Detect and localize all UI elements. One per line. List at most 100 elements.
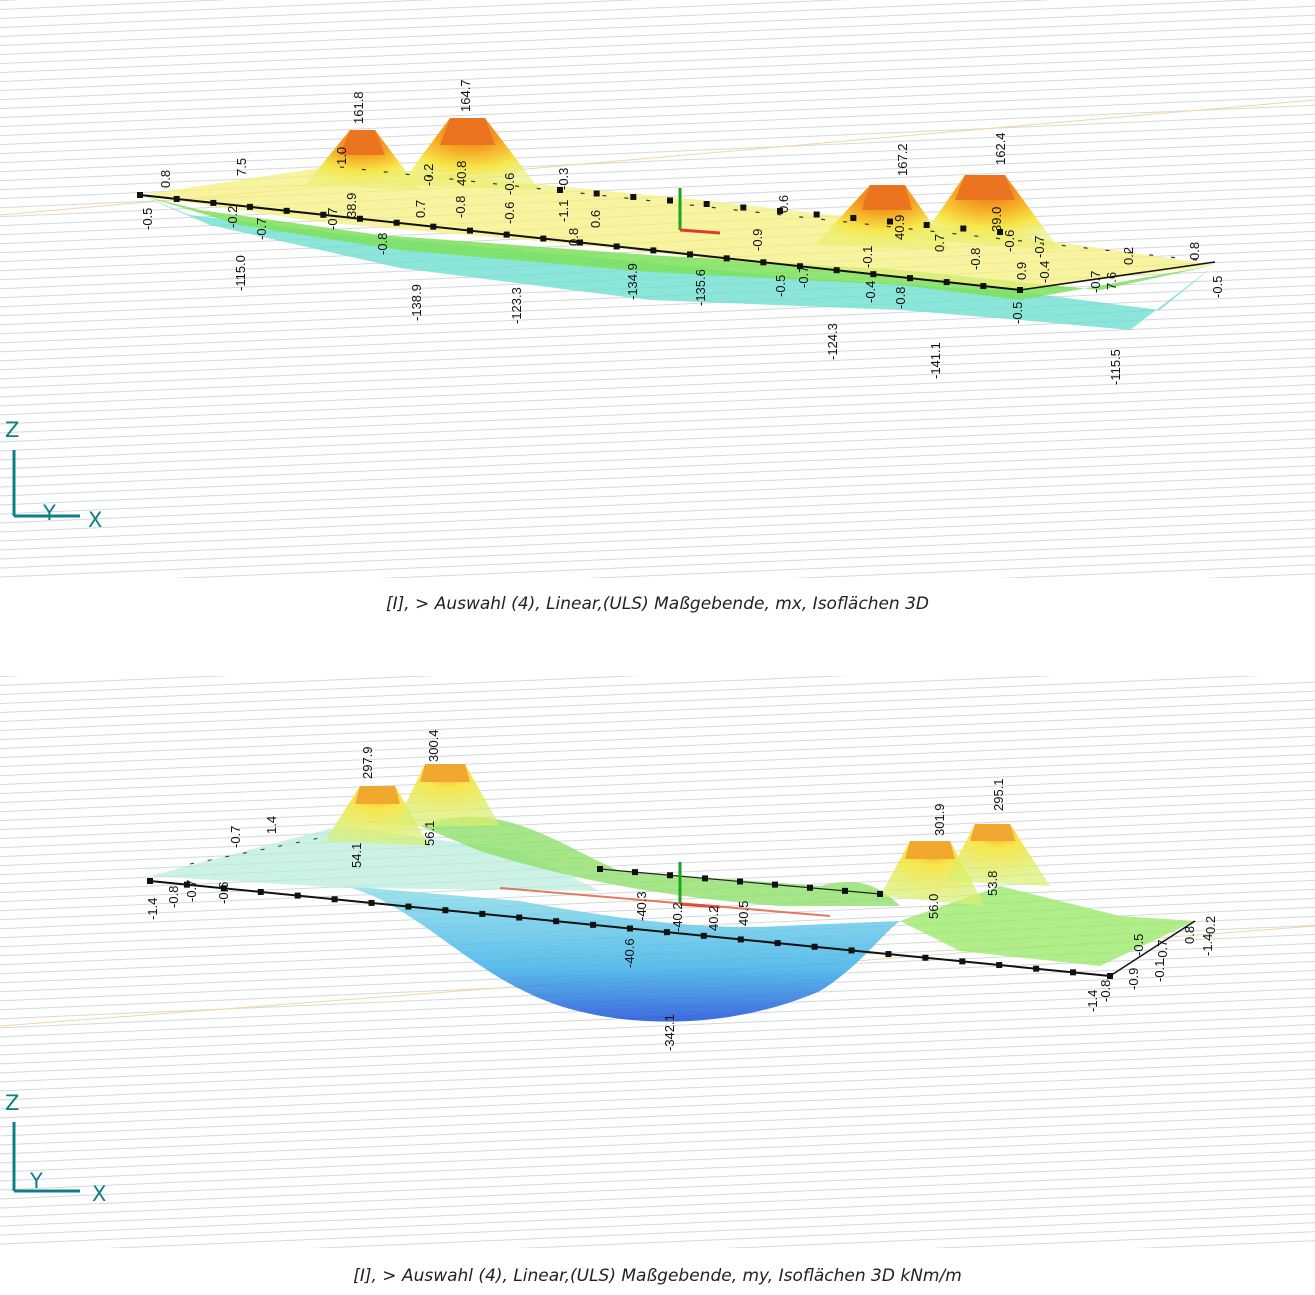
my-value-label: -0.8 xyxy=(1098,980,1113,1002)
mx-value-label: -0.8 xyxy=(968,248,983,270)
slab-lower-surface xyxy=(140,195,1215,330)
mesh-node-marker xyxy=(183,881,190,888)
peak-1 xyxy=(305,130,420,190)
my-value-label: 56.0 xyxy=(926,894,941,919)
mesh-node-marker xyxy=(577,239,583,246)
mx-value-label: -0.5 xyxy=(1010,302,1025,324)
mx-caption: [I], > Auswahl (4), Linear,(ULS) Maßgebe… xyxy=(385,594,930,614)
mx-value-label: 40.9 xyxy=(892,215,907,240)
peak-4 xyxy=(945,824,1050,886)
my-value-label: -0.7 xyxy=(1155,940,1170,962)
mesh-node-marker xyxy=(907,275,913,282)
mx-value-label: -0.2 xyxy=(421,164,436,186)
mesh-node-marker xyxy=(479,910,486,917)
mesh-node-marker xyxy=(557,187,563,193)
mx-value-label: -135.6 xyxy=(693,269,708,306)
mesh-node-marker xyxy=(887,218,893,225)
mesh-node-marker xyxy=(442,907,449,914)
mesh-node-marker xyxy=(597,866,603,872)
mx-value-label: 7.5 xyxy=(234,158,249,176)
mx-isosurface-view[interactable]: 161.8 164.7 167.2 162.4 7.5 0.8 -0.5 -0.2 -0.7 -1… xyxy=(0,0,1315,578)
mesh-node-marker xyxy=(405,903,412,910)
my-value-label: 297.9 xyxy=(360,746,375,779)
mx-value-label: 162.4 xyxy=(993,132,1008,165)
mesh-node-marker xyxy=(516,914,523,921)
mx-value-label: 40.8 xyxy=(454,161,469,186)
node-markers xyxy=(137,187,1023,293)
mx-value-label: -0.6 xyxy=(1002,230,1017,252)
mesh-node-marker xyxy=(774,940,781,947)
mesh-node-marker xyxy=(943,279,950,286)
my-value-label: -40.6 xyxy=(622,938,637,968)
mesh-node-marker xyxy=(210,199,217,206)
my-value-label: 56.1 xyxy=(422,821,437,846)
my-isosurface-view[interactable]: 297.9 300.4 301.9 295.1 1.4 -0.7 -1.4 -0.8 -0.7-… xyxy=(0,676,1315,1248)
mesh-node-marker xyxy=(959,958,966,965)
mx-model-svg: 161.8 164.7 167.2 162.4 7.5 0.8 -0.5 -0.2 -0.7 -1… xyxy=(0,0,1315,578)
mx-value-label: 0.8 xyxy=(566,228,581,246)
mesh-node-marker xyxy=(393,219,400,226)
mesh-node-marker xyxy=(848,947,855,954)
mesh-node-marker xyxy=(650,247,657,254)
mesh-node-marker xyxy=(220,885,227,892)
x-axis-label: X xyxy=(88,508,102,532)
mesh-node-marker xyxy=(627,925,633,932)
green-ridge xyxy=(420,816,900,906)
mx-value-label: -0.4 xyxy=(1037,261,1052,283)
my-value-label: 53.8 xyxy=(985,871,1000,896)
mx-value-label: -0.5 xyxy=(1210,276,1225,298)
my-value-label: 0.2 xyxy=(1203,916,1218,934)
my-value-label: 295.1 xyxy=(991,778,1006,811)
mx-value-label: -0.1 xyxy=(860,246,875,268)
mx-value-label: 1.0 xyxy=(334,147,349,165)
mx-value-label: -0.6 xyxy=(502,173,517,195)
slab-side-plate-left xyxy=(150,826,600,891)
my-value-label: -0.9 xyxy=(1126,968,1141,990)
my-caption: [I], > Auswahl (4), Linear,(ULS) Maßgebe… xyxy=(353,1266,962,1286)
mesh-node-marker xyxy=(923,222,930,228)
mesh-node-marker xyxy=(813,211,820,218)
mesh-node-marker xyxy=(632,869,638,876)
mesh-node-marker xyxy=(593,190,600,197)
mx-value-label: 167.2 xyxy=(895,143,910,176)
slab-edge-right xyxy=(1019,261,1216,291)
mesh-node-marker xyxy=(331,896,338,903)
my-value-label: -0.8 xyxy=(166,886,181,908)
mesh-node-marker xyxy=(702,875,708,882)
my-value-label: 54.1 xyxy=(349,843,364,868)
mesh-node-marker xyxy=(687,251,693,258)
mesh-node-marker xyxy=(922,954,929,961)
z-axis-label: Z xyxy=(5,1091,19,1115)
mx-value-label: -0.7 xyxy=(254,218,269,240)
mesh-node-marker xyxy=(553,918,560,925)
mesh-node-marker xyxy=(357,215,363,222)
mx-value-label: -0.7 xyxy=(1032,236,1047,258)
axis-tripod[interactable]: Z Y X xyxy=(5,418,102,532)
mesh-node-marker xyxy=(737,878,743,885)
my-value-label: -0.1 xyxy=(1152,960,1167,982)
mesh-node-marker xyxy=(630,194,637,200)
mesh-node-marker xyxy=(980,283,987,290)
mesh-node-marker xyxy=(870,271,877,278)
mx-value-label: -123.3 xyxy=(509,287,524,324)
mesh-node-marker xyxy=(257,888,264,895)
axis-tripod[interactable]: Z Y X xyxy=(5,1091,106,1206)
mx-value-label: 0.8 xyxy=(158,170,173,188)
my-value-label: -0.7 xyxy=(228,826,243,848)
value-labels: 161.8 164.7 167.2 162.4 7.5 0.8 -0.5 -0.2 -0.7 -1… xyxy=(140,79,1225,385)
mesh-node-marker xyxy=(1070,969,1077,976)
mesh-node-marker xyxy=(723,255,730,262)
slab-top-surface xyxy=(140,165,1215,290)
mx-value-label: -0.5 xyxy=(140,208,155,230)
mx-value-label: 161.8 xyxy=(351,91,366,124)
slab-edge-right xyxy=(1109,920,1196,977)
mx-value-label: -0.6 xyxy=(502,202,517,224)
mx-value-label: -124.3 xyxy=(825,323,840,360)
mx-value-label: -1.1 xyxy=(556,200,571,222)
my-value-label: -0.6 xyxy=(216,882,231,904)
y-axis-label: Y xyxy=(29,1169,43,1193)
sag-surface xyxy=(345,886,900,1022)
my-value-label: -1.4 xyxy=(145,898,160,920)
